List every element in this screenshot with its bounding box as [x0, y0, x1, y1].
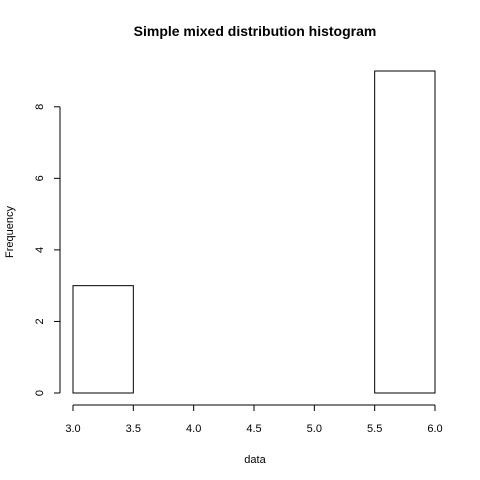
- y-axis-label: Frequency: [4, 206, 16, 258]
- x-tick-label: 3.0: [65, 423, 80, 435]
- y-axis: 0 2 4 6 8: [34, 104, 61, 396]
- x-tick-label: 5.5: [367, 423, 382, 435]
- y-tick-label: 8: [34, 104, 46, 110]
- x-axis: 3.0 3.5 4.0 4.5 5.0 5.5 6.0: [65, 404, 443, 435]
- y-tick-label: 2: [34, 318, 46, 324]
- y-tick-label: 6: [34, 175, 46, 181]
- histogram-bar-0: [72, 285, 134, 394]
- chart-title: Simple mixed distribution histogram: [134, 23, 377, 39]
- x-tick-label: 4.0: [186, 423, 201, 435]
- x-axis-label: data: [244, 454, 266, 466]
- y-tick-label: 4: [34, 247, 46, 253]
- y-tick-label: 0: [34, 390, 46, 396]
- x-tick-label: 5.0: [307, 423, 322, 435]
- bars-group: [72, 70, 436, 394]
- histogram-bar-5: [374, 70, 436, 394]
- x-tick-label: 3.5: [126, 423, 141, 435]
- x-tick-label: 6.0: [427, 423, 442, 435]
- x-tick-label: 4.5: [246, 423, 261, 435]
